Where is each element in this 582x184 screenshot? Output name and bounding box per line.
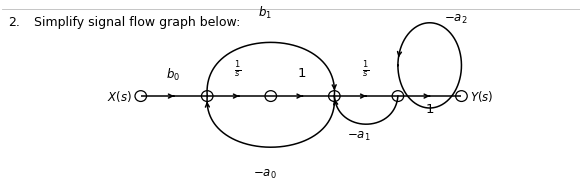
Text: $-a_0$: $-a_0$ — [253, 168, 277, 181]
Text: $\frac{1}{s}$: $\frac{1}{s}$ — [234, 60, 242, 80]
Text: Simplify signal flow graph below:: Simplify signal flow graph below: — [34, 16, 240, 29]
Text: $1$: $1$ — [425, 103, 434, 116]
Text: $-a_2$: $-a_2$ — [444, 13, 467, 26]
Text: 2.: 2. — [8, 16, 20, 29]
Text: $Y(s)$: $Y(s)$ — [470, 89, 494, 104]
Text: $-a_1$: $-a_1$ — [347, 130, 370, 143]
Text: $b_1$: $b_1$ — [258, 5, 272, 21]
Text: $b_0$: $b_0$ — [165, 67, 180, 83]
Text: $X(s)$: $X(s)$ — [107, 89, 132, 104]
Text: $\frac{1}{s}$: $\frac{1}{s}$ — [362, 60, 369, 80]
Text: $1$: $1$ — [297, 67, 307, 80]
